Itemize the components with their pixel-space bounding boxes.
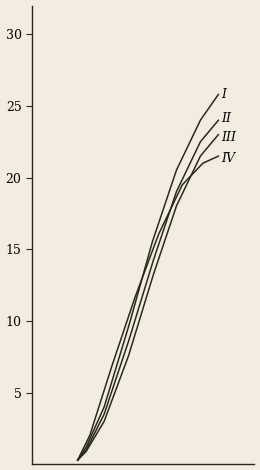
- Text: II: II: [221, 112, 231, 125]
- Text: I: I: [221, 88, 226, 101]
- Text: IV: IV: [221, 152, 235, 165]
- Text: III: III: [221, 131, 236, 144]
